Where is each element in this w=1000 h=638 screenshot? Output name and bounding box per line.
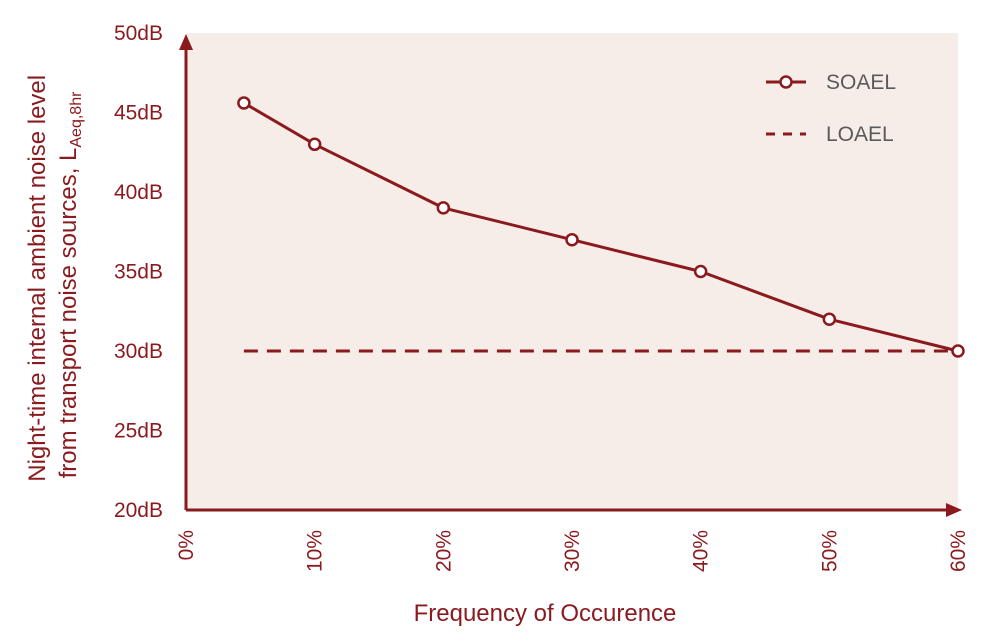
y-axis-title-subscript: Aeq,8hr — [68, 91, 85, 148]
x-tick-label: 30% — [561, 530, 584, 572]
x-tick-label: 10% — [304, 530, 327, 572]
y-tick-label: 20dB — [114, 499, 163, 522]
y-tick-label: 30dB — [114, 340, 163, 363]
y-axis-arrowhead — [179, 34, 193, 50]
data-point-soael — [237, 96, 251, 110]
y-tick-label: 45dB — [114, 102, 163, 125]
x-axis-arrowhead — [946, 503, 962, 517]
legend-label-soael: SOAEL — [826, 71, 896, 94]
x-tick-label: 0% — [175, 530, 198, 560]
plot-background — [186, 33, 958, 510]
x-tick-label: 40% — [690, 530, 713, 572]
data-point-soael — [436, 201, 451, 215]
y-axis-title: Night-time internal ambient noise level … — [24, 68, 85, 482]
data-point-soael — [565, 232, 579, 247]
x-tick-label: 60% — [947, 530, 970, 572]
y-axis-title-line1: Night-time internal ambient noise level — [24, 75, 51, 482]
data-point-soael — [307, 137, 322, 152]
x-axis-title: Frequency of Occurence — [414, 600, 677, 627]
data-point-soael — [693, 264, 708, 279]
legend-label-loael: LOAEL — [826, 123, 894, 146]
y-tick-label: 35dB — [114, 261, 163, 284]
data-point-soael — [822, 312, 837, 326]
legend-marker-soael — [779, 75, 793, 89]
x-tick-label: 20% — [432, 530, 455, 572]
y-tick-label: 40dB — [114, 181, 163, 204]
y-tick-label: 50dB — [114, 22, 163, 45]
data-point-soael — [951, 344, 965, 358]
y-tick-label: 25dB — [114, 420, 163, 443]
y-axis-title-line2: from transport noise sources, L — [55, 148, 82, 479]
x-tick-label: 50% — [818, 530, 841, 572]
